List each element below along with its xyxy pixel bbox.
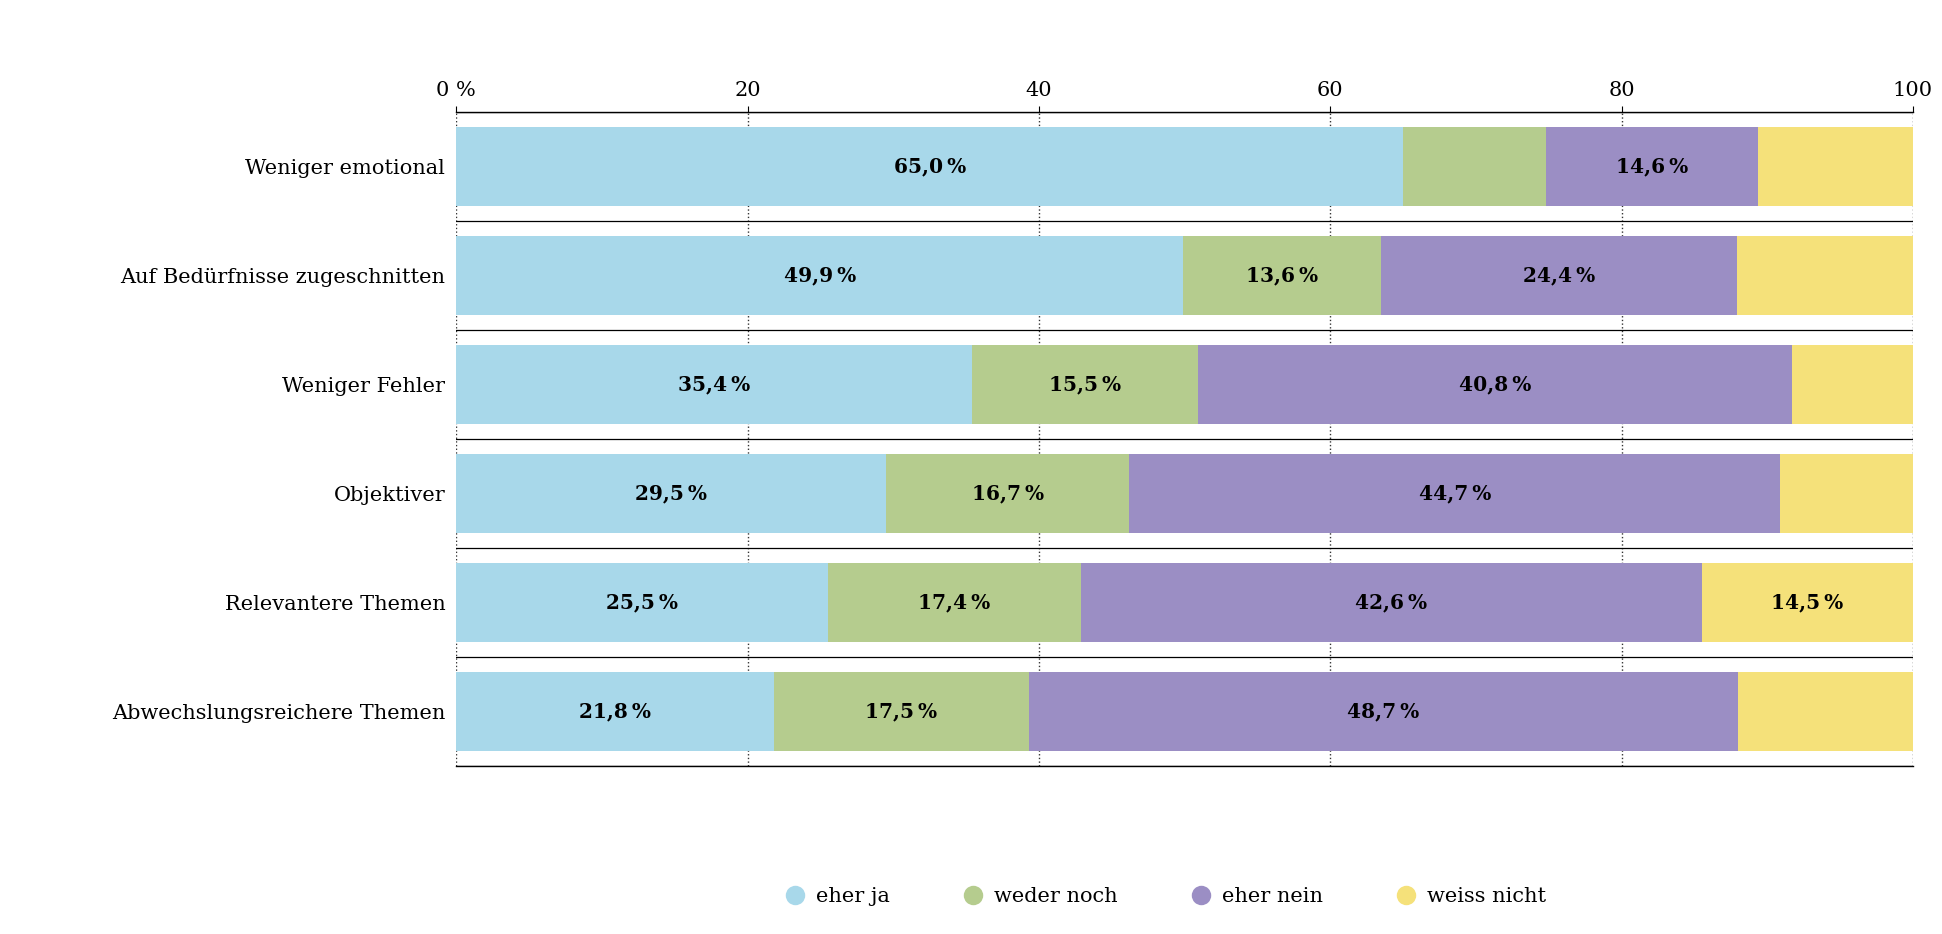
Bar — [1701, 563, 1913, 642]
Bar — [971, 346, 1198, 424]
Text: 49,9 %: 49,9 % — [785, 265, 856, 286]
Text: 25,5 %: 25,5 % — [606, 592, 678, 613]
Text: 17,4 %: 17,4 % — [919, 592, 990, 613]
Bar — [1183, 236, 1381, 315]
Bar — [456, 346, 971, 424]
Text: 35,4 %: 35,4 % — [678, 375, 750, 394]
Text: 24,4 %: 24,4 % — [1523, 265, 1594, 286]
Text: 21,8 %: 21,8 % — [579, 701, 651, 721]
Text: 40,8 %: 40,8 % — [1458, 375, 1530, 394]
Bar — [1758, 127, 1913, 205]
Bar — [1130, 454, 1781, 532]
Text: 14,6 %: 14,6 % — [1616, 157, 1688, 177]
Bar — [456, 236, 1183, 315]
Bar — [1082, 563, 1701, 642]
Bar — [1198, 346, 1792, 424]
Text: 16,7 %: 16,7 % — [971, 484, 1043, 503]
Bar — [1736, 236, 1913, 315]
Text: 48,7 %: 48,7 % — [1348, 701, 1420, 721]
Legend: eher ja, weder noch, eher nein, weiss nicht: eher ja, weder noch, eher nein, weiss ni… — [777, 879, 1554, 914]
Bar — [456, 672, 773, 751]
Text: 65,0 %: 65,0 % — [893, 157, 965, 177]
Text: 14,5 %: 14,5 % — [1771, 592, 1843, 613]
Bar — [1402, 127, 1546, 205]
Bar — [1781, 454, 1913, 532]
Bar — [827, 563, 1082, 642]
Text: 29,5 %: 29,5 % — [635, 484, 707, 503]
Bar — [456, 127, 1402, 205]
Bar — [1029, 672, 1738, 751]
Bar — [1546, 127, 1758, 205]
Text: 44,7 %: 44,7 % — [1418, 484, 1491, 503]
Bar — [456, 563, 827, 642]
Bar — [773, 672, 1029, 751]
Text: 42,6 %: 42,6 % — [1356, 592, 1427, 613]
Bar — [1792, 346, 1913, 424]
Text: 13,6 %: 13,6 % — [1247, 265, 1319, 286]
Text: 15,5 %: 15,5 % — [1049, 375, 1121, 394]
Text: 17,5 %: 17,5 % — [866, 701, 938, 721]
Bar — [1381, 236, 1736, 315]
Bar — [886, 454, 1128, 532]
Bar — [1738, 672, 1913, 751]
Bar — [456, 454, 886, 532]
